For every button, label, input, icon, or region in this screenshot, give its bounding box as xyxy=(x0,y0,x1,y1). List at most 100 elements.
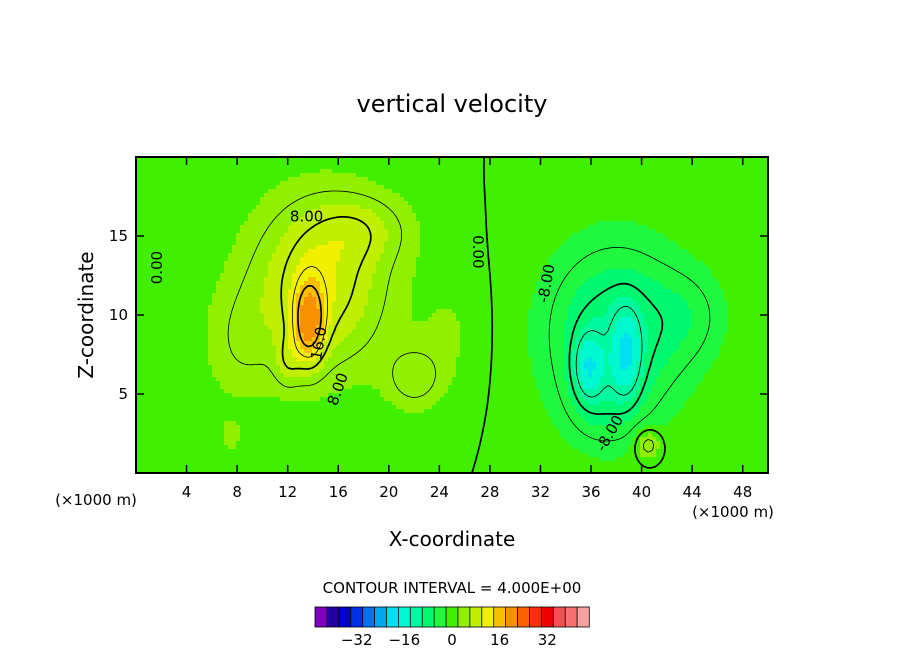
field-cell xyxy=(296,293,309,298)
field-cell xyxy=(288,341,301,346)
field-cell xyxy=(636,221,768,226)
field-cell xyxy=(232,245,277,250)
field-cell xyxy=(300,305,317,310)
x-tick-label: 36 xyxy=(581,483,600,501)
field-cell xyxy=(668,361,713,366)
field-cell xyxy=(640,441,661,446)
field-cell xyxy=(136,217,249,222)
field-cell xyxy=(136,165,768,170)
field-cell xyxy=(660,445,768,450)
field-cell xyxy=(584,417,633,422)
field-cell xyxy=(224,269,269,274)
field-cell xyxy=(656,453,768,458)
field-cell xyxy=(368,301,413,306)
field-cell xyxy=(320,281,337,286)
field-cell xyxy=(632,317,645,322)
field-cell xyxy=(580,353,605,358)
field-cell xyxy=(412,313,433,318)
field-cell xyxy=(572,349,581,354)
field-cell xyxy=(224,437,241,442)
field-cell xyxy=(640,345,649,350)
field-cell xyxy=(420,245,561,250)
field-cell xyxy=(136,389,225,394)
field-cell xyxy=(324,341,341,346)
colorbar-swatch xyxy=(505,606,519,628)
contour-label: 0.00 xyxy=(148,251,166,284)
field-cell xyxy=(272,333,289,338)
field-cell xyxy=(264,277,293,282)
field-cell xyxy=(380,393,445,398)
field-cell xyxy=(584,365,597,370)
field-cell xyxy=(632,357,641,362)
field-cell xyxy=(316,245,345,250)
field-cell xyxy=(604,313,645,318)
field-cell xyxy=(576,289,673,294)
field-cell xyxy=(368,177,768,182)
field-cell xyxy=(136,213,249,218)
field-cell xyxy=(724,333,768,338)
field-cell xyxy=(652,277,717,282)
field-cell xyxy=(648,329,689,334)
field-cell xyxy=(288,225,385,230)
field-cell xyxy=(728,321,768,326)
field-cell xyxy=(136,373,213,378)
field-cell xyxy=(456,373,533,378)
field-cell xyxy=(572,233,665,238)
field-cell xyxy=(232,249,277,254)
field-cell xyxy=(448,389,541,394)
field-cell xyxy=(324,329,329,334)
field-cell xyxy=(136,349,209,354)
field-cell xyxy=(532,369,565,374)
field-cell xyxy=(136,425,225,430)
field-cell xyxy=(300,217,381,222)
field-cell xyxy=(696,385,768,390)
field-cell xyxy=(644,373,661,378)
field-cell xyxy=(688,305,729,310)
field-cell xyxy=(208,353,277,358)
field-cell xyxy=(212,297,261,302)
field-cell xyxy=(636,433,649,438)
field-cell xyxy=(648,325,693,330)
field-cell xyxy=(568,309,609,314)
field-cell xyxy=(528,349,565,354)
field-cell xyxy=(700,381,768,386)
field-cell xyxy=(280,397,321,402)
contour-line xyxy=(292,266,328,358)
field-cell xyxy=(612,345,621,350)
field-cell xyxy=(288,333,297,338)
field-cell xyxy=(412,317,429,322)
field-cell xyxy=(384,245,421,250)
field-cell xyxy=(364,309,413,314)
field-cell xyxy=(208,337,273,342)
field-cell xyxy=(624,421,669,426)
field-cell xyxy=(224,389,341,394)
field-cell xyxy=(380,253,421,258)
field-cell xyxy=(452,377,537,382)
field-cell xyxy=(136,209,253,214)
field-cell xyxy=(616,325,637,330)
field-cell xyxy=(440,397,541,402)
contour-fill-layer xyxy=(136,157,768,473)
field-cell xyxy=(712,269,768,274)
field-cell xyxy=(632,417,673,422)
x-tick-label: 16 xyxy=(329,483,348,501)
field-cell xyxy=(300,309,321,314)
field-cell xyxy=(728,317,768,322)
field-cell xyxy=(296,269,337,274)
field-cell xyxy=(328,357,457,362)
field-cell xyxy=(460,325,529,330)
field-cell xyxy=(652,433,768,438)
field-cell xyxy=(292,281,305,286)
field-cell xyxy=(532,365,565,370)
field-cell xyxy=(644,361,669,366)
field-cell xyxy=(220,277,265,282)
field-cell xyxy=(268,269,297,274)
field-cell xyxy=(228,253,273,258)
field-cell xyxy=(668,421,768,426)
field-cell xyxy=(264,317,289,322)
field-cell xyxy=(368,293,413,298)
y-tick-label: 10 xyxy=(109,306,128,324)
field-cell xyxy=(328,393,381,398)
field-cell xyxy=(300,329,317,334)
field-cell xyxy=(536,281,585,286)
